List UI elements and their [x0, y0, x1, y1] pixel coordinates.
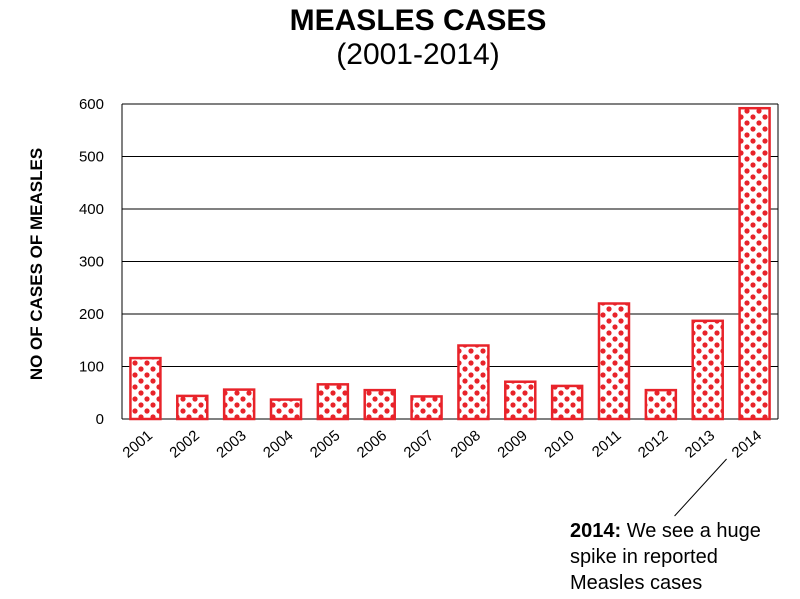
x-tick-label: 2007: [401, 427, 437, 461]
y-tick-label: 400: [79, 201, 104, 218]
bar-2005: [316, 383, 350, 421]
x-axis-ticks: 2001 2002 2003 2004 2005 2006 2007 2008 2009 2010…: [120, 427, 766, 461]
x-tick-label: 2010: [541, 427, 577, 461]
x-tick-label: 2004: [260, 427, 296, 461]
bar-2006: [363, 388, 396, 421]
x-tick-label: 2002: [166, 427, 202, 461]
bar-2008: [457, 344, 490, 421]
annotation-line-2: spike in reported: [570, 546, 718, 568]
x-tick-label: 2008: [448, 427, 484, 461]
annotation-text: 2014: We see a huge spike in reported Me…: [570, 520, 766, 594]
x-tick-label: 2006: [354, 427, 390, 461]
bar-2003: [222, 388, 256, 421]
y-axis-ticks: 0 100 200 300 400 500 600: [79, 96, 104, 428]
x-tick-label: 2013: [682, 427, 718, 461]
chart-title: MEASLES CASES: [290, 4, 547, 37]
x-tick-label: 2014: [729, 427, 765, 461]
chart-subtitle: (2001-2014): [336, 38, 499, 71]
bar-2013: [691, 319, 724, 421]
annotation-line-3: Measles cases: [570, 572, 702, 594]
x-tick-label: 2011: [589, 427, 625, 461]
bar-2009: [504, 380, 537, 421]
y-tick-label: 100: [79, 359, 104, 376]
y-tick-label: 600: [79, 96, 104, 113]
bar-2002: [176, 394, 209, 421]
y-tick-label: 500: [79, 149, 104, 166]
bar-2010: [550, 384, 584, 421]
bar-2011: [597, 302, 631, 421]
annotation-line-1: We see a huge: [621, 520, 761, 542]
x-tick-label: 2001: [120, 427, 156, 461]
y-tick-label: 200: [79, 306, 104, 323]
annotation-leader-line: [674, 458, 727, 517]
x-tick-label: 2009: [494, 427, 530, 461]
x-tick-label: 2005: [307, 427, 343, 461]
bar-2001: [129, 356, 162, 421]
gridlines: [121, 103, 779, 420]
bar-2007: [410, 395, 443, 421]
bars: [129, 106, 771, 421]
annotation-bold: 2014:: [570, 520, 621, 542]
y-tick-label: 0: [96, 411, 104, 428]
y-axis-label: NO OF CASES OF MEASLES: [27, 148, 46, 380]
x-tick-label: 2012: [635, 427, 671, 461]
bar-2014: [738, 106, 771, 421]
x-tick-label: 2003: [213, 427, 249, 461]
bar-2012: [644, 388, 678, 421]
bar-2004: [269, 398, 303, 421]
y-tick-label: 300: [79, 254, 104, 271]
